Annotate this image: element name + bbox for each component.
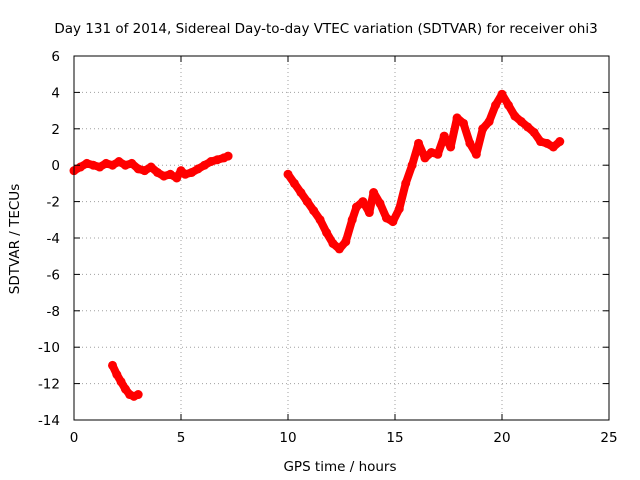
data-point (439, 131, 449, 141)
x-tick-label: 5 (177, 430, 186, 446)
y-tick-label: 2 (51, 122, 60, 138)
data-point (446, 142, 456, 152)
data-point (465, 138, 475, 148)
x-tick-label: 0 (70, 430, 79, 446)
data-point (146, 162, 156, 172)
data-point (296, 188, 306, 197)
data-point (322, 228, 332, 238)
data-point (375, 198, 385, 208)
y-tick-label: 4 (51, 85, 60, 101)
data-point (116, 377, 126, 387)
data-point (108, 360, 118, 370)
data-point (452, 113, 462, 123)
data-point (458, 118, 468, 128)
data-series (69, 89, 565, 401)
data-point (364, 208, 374, 218)
data-point (289, 178, 299, 188)
data-point (555, 137, 565, 147)
y-tick-label: 6 (51, 49, 60, 65)
data-point (347, 215, 357, 225)
data-point (315, 215, 325, 225)
data-point (491, 100, 501, 110)
y-tick-label: -2 (47, 195, 60, 211)
data-point (334, 244, 344, 254)
data-point (433, 149, 443, 159)
series-segment-3 (283, 89, 565, 254)
data-point (358, 197, 368, 207)
x-tick-label: 15 (386, 430, 403, 446)
data-point (503, 100, 513, 110)
y-tick-label: -10 (38, 340, 60, 356)
series-segment-2 (108, 360, 143, 401)
data-point (548, 142, 558, 152)
data-point (369, 188, 379, 197)
y-tick-label: -6 (47, 267, 60, 283)
series-segment-1 (69, 151, 233, 183)
data-point (394, 204, 404, 214)
data-point (497, 89, 507, 99)
data-point (478, 124, 488, 134)
x-tick-label: 20 (493, 430, 510, 446)
x-axis-label: GPS time / hours (283, 459, 396, 475)
data-point (223, 151, 233, 161)
data-point (471, 149, 481, 159)
data-point (510, 111, 520, 121)
chart-title: Day 131 of 2014, Sidereal Day-to-day VTE… (54, 21, 597, 37)
data-point (388, 217, 398, 227)
y-tick-label: 0 (51, 158, 60, 174)
data-point (302, 197, 312, 207)
data-point (283, 169, 293, 179)
data-point (529, 127, 539, 137)
data-point (414, 138, 424, 148)
y-tick-label: -12 (38, 377, 60, 393)
x-tick-label: 25 (600, 430, 617, 446)
data-point (523, 122, 533, 132)
y-tick-label: -8 (47, 304, 60, 320)
data-point (351, 202, 361, 212)
y-tick-label: -14 (38, 413, 60, 429)
data-point (484, 117, 494, 127)
data-point (407, 160, 417, 170)
data-point (309, 206, 319, 216)
y-tick-label: -4 (47, 231, 60, 247)
data-point (328, 238, 338, 248)
data-point (127, 158, 137, 168)
data-point (516, 117, 526, 127)
data-point (172, 173, 182, 183)
data-point (420, 153, 430, 163)
x-tick-label: 10 (279, 430, 296, 446)
data-point (133, 390, 143, 400)
grid-lines (74, 56, 609, 420)
data-point (341, 237, 351, 247)
data-point (401, 178, 411, 188)
data-point (112, 370, 122, 379)
y-axis-label: SDTVAR / TECUs (7, 184, 23, 294)
